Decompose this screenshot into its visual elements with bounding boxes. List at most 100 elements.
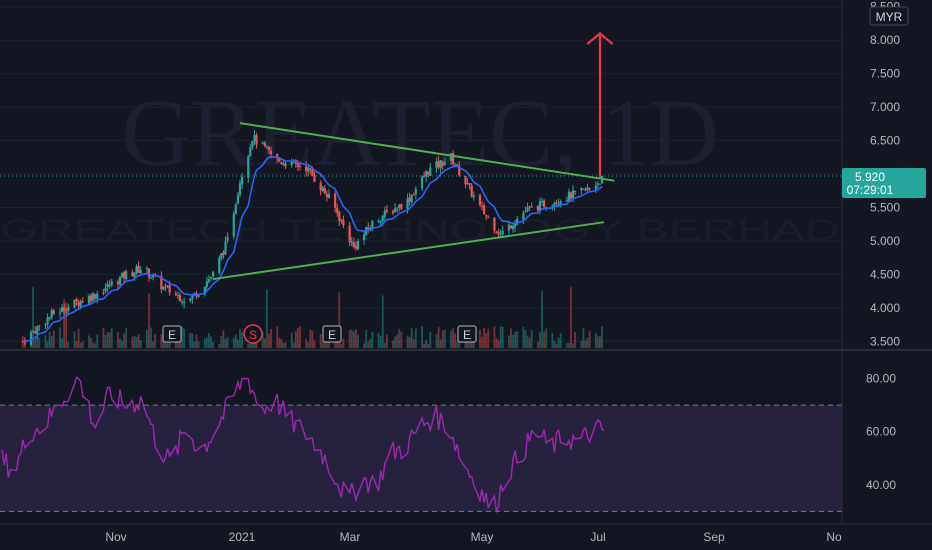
volume-bar: [92, 342, 94, 348]
candle-body: [441, 161, 444, 166]
candle-body: [48, 316, 51, 319]
candle-body: [468, 183, 471, 186]
candle-body: [313, 175, 316, 183]
candle-body: [38, 325, 41, 327]
volume-bar: [369, 338, 372, 348]
volume-bar: [385, 334, 388, 348]
candle-body: [29, 332, 33, 345]
volume-bar: [394, 336, 397, 348]
volume-bar: [425, 339, 428, 348]
volume-bar: [528, 337, 531, 348]
candle-body: [414, 188, 417, 195]
svg-text:5.920: 5.920: [855, 170, 885, 184]
volume-bar: [487, 328, 490, 348]
candle-body: [338, 212, 341, 221]
target-arrow[interactable]: [586, 32, 614, 179]
candle-body: [116, 281, 120, 284]
volume-bar: [131, 336, 134, 348]
candle-body: [108, 284, 111, 286]
volume-bar: [383, 342, 386, 348]
candle-body: [280, 162, 283, 164]
upper-trendline[interactable]: [239, 122, 615, 182]
volume-bar: [280, 339, 283, 348]
split-marker[interactable]: S: [243, 324, 263, 344]
volume-bar: [572, 343, 574, 348]
time-axis[interactable]: Nov 2021 Mar May Jul Sep No: [105, 530, 842, 544]
event-marker[interactable]: E: [322, 325, 342, 343]
candle-body: [516, 218, 519, 225]
volume-bar: [412, 339, 415, 348]
event-marker[interactable]: E: [162, 325, 182, 343]
candle-body: [514, 224, 517, 228]
candle-body: [470, 185, 473, 197]
volume-bar: [268, 333, 270, 348]
volume-bar: [456, 341, 459, 348]
lower-trendline[interactable]: [212, 221, 605, 281]
candle-body: [73, 299, 76, 308]
svg-text:E: E: [168, 328, 176, 342]
candle-body: [278, 159, 281, 162]
volume-bar: [247, 343, 250, 348]
volume-bar: [123, 333, 126, 348]
candle-body: [509, 225, 513, 229]
candle-body: [265, 146, 268, 148]
candle-body: [94, 294, 97, 299]
volume-bar: [297, 327, 299, 348]
candle-body: [125, 271, 128, 280]
candle-body: [350, 241, 353, 244]
volume-bar: [313, 340, 316, 348]
volume-bar: [239, 328, 241, 348]
volume-bar: [586, 337, 589, 348]
volume-bar: [334, 340, 337, 348]
volume-bar: [481, 336, 483, 348]
candle-body: [456, 164, 459, 166]
currency-badge[interactable]: MYR: [869, 6, 909, 26]
candle-body: [356, 241, 360, 250]
volume-bar: [59, 327, 61, 348]
candle-body: [32, 331, 35, 333]
candle-body: [77, 302, 80, 306]
volume-bar: [104, 335, 107, 348]
candle-body: [598, 183, 602, 185]
candle-body: [367, 227, 370, 230]
candle-body: [507, 224, 511, 231]
candle-body: [120, 272, 124, 277]
candle-body: [234, 204, 237, 215]
candle-body: [526, 207, 529, 211]
candle-body: [205, 281, 208, 287]
candle-body: [522, 212, 525, 220]
candle-body: [437, 161, 440, 167]
volume-bar: [526, 335, 529, 348]
candle-body: [52, 310, 55, 314]
volume-bar: [545, 328, 548, 348]
volume-bar: [162, 337, 165, 348]
candle-body: [454, 165, 457, 167]
event-marker[interactable]: E: [457, 325, 477, 343]
volume-bar: [342, 338, 345, 348]
candle-body: [567, 191, 571, 202]
volume-bar: [195, 334, 198, 348]
candle-body: [149, 277, 153, 279]
volume-bar: [210, 336, 212, 348]
volume-bar: [450, 330, 452, 348]
volume-bar: [435, 334, 438, 348]
volume-bar: [137, 334, 140, 348]
candle-body: [63, 307, 66, 312]
volume-bar: [514, 332, 517, 348]
volume-bar: [565, 342, 568, 348]
candle-body: [311, 170, 314, 177]
rsi-scale[interactable]: 40.00 60.00 80.00: [866, 372, 896, 492]
volume-bar: [63, 299, 66, 348]
volume-bar: [400, 331, 403, 348]
volume-bar: [414, 328, 417, 348]
candle-body: [110, 281, 113, 285]
price-tick: 5.000: [870, 234, 900, 248]
volume-bar: [350, 329, 353, 348]
candle-body: [342, 220, 345, 226]
volume-bar: [77, 328, 80, 348]
candle-body: [145, 268, 148, 270]
volume-bar: [117, 332, 119, 348]
candle-body: [290, 160, 293, 166]
candle-body: [319, 182, 322, 191]
